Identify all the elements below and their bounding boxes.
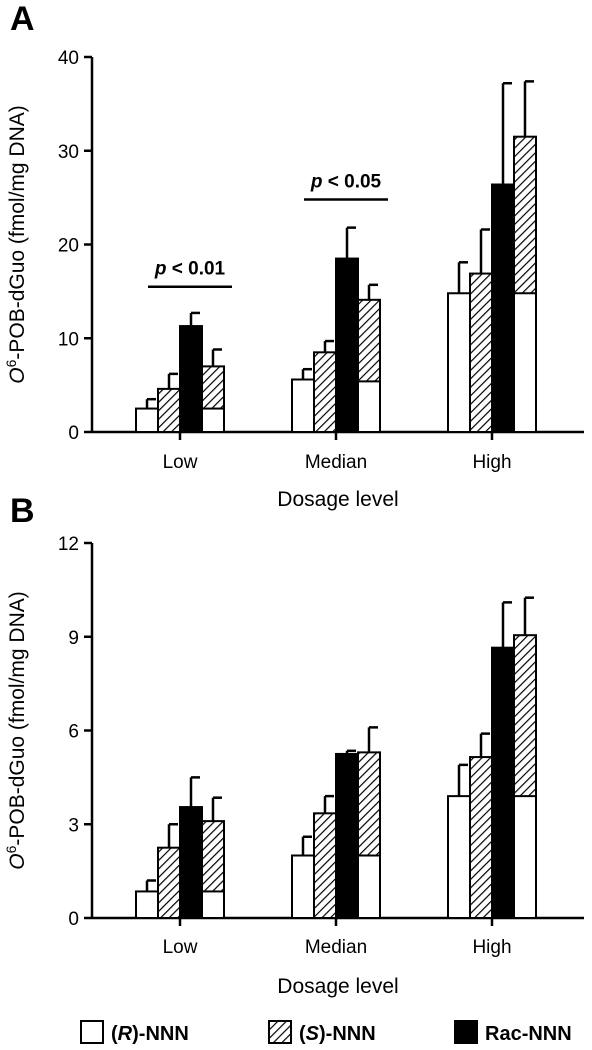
legend-label-prefix: ( [111,1023,118,1045]
significance-value: < 0.05 [322,172,381,193]
x-axis-title: Dosage level [277,488,398,511]
legend-label-rac: Rac-NNN [485,1023,572,1045]
bar [335,257,359,433]
y-tick-label: 12 [58,534,79,555]
y-tick-label: 0 [68,909,79,930]
legend-label-suffix: )-NNN [132,1023,189,1045]
bar [157,387,181,433]
x-category-label: Median [305,937,367,958]
bar [469,756,493,919]
bar [313,812,337,919]
legend-label-suffix: )-NNN [319,1023,376,1045]
x-axis-title: Dosage level [277,975,398,998]
x-category-label: High [472,452,511,473]
bar [135,890,159,919]
x-category-label: Median [305,452,367,473]
x-category-label: High [472,937,511,958]
legend-label-s: (S)-NNN [299,1023,376,1045]
bar [335,752,359,919]
bar-inner-segment [201,407,225,433]
bar [291,854,315,919]
bar [179,325,203,433]
bar [135,407,159,433]
significance-label: p < 0.01 [154,259,226,280]
y-tick-label: 20 [58,236,79,257]
y-tick-label: 6 [68,722,79,743]
bar [313,351,337,433]
significance-label: p < 0.05 [310,172,382,193]
y-tick-label: 30 [58,142,79,163]
legend-label-italic: R [118,1023,133,1045]
y-axis-title-italic: O [6,367,29,383]
legend-swatch-rac [454,1020,478,1044]
panel-letter-a: A [10,0,35,38]
y-axis-title: O6-POB-dGuo (fmol/mg DNA) [3,591,29,870]
legend-label-prefix: ( [299,1023,306,1045]
bar [291,378,315,433]
bar [157,846,181,919]
y-axis-title-rest: -POB-dGuo (fmol/mg DNA) [6,591,29,845]
significance-value: < 0.01 [166,259,225,280]
y-axis-title-sup: 6 [3,845,19,853]
bar [447,795,471,919]
y-tick-label: 10 [58,329,79,350]
x-category-label: Low [163,937,198,958]
legend: (R)-NNN (S)-NNN Rac-NNN [80,1020,572,1045]
panel-a-chart: 0 10 20 30 40 Low Median High Dosage level O6-POB… [3,48,584,511]
bar [447,292,471,433]
y-axis-title-rest: -POB-dGuo (fmol/mg DNA) [6,105,29,359]
bar-inner-segment [357,854,381,919]
legend-swatch-s [268,1020,292,1044]
legend-swatch-r [80,1020,104,1044]
legend-label-prefix: Rac-NNN [485,1023,572,1045]
legend-label-italic: S [306,1023,320,1045]
x-category-label: Low [163,452,198,473]
bar [469,272,493,433]
significance-p: p [154,259,167,280]
bar [491,183,515,433]
y-tick-label: 0 [68,423,79,444]
y-tick-label: 40 [58,48,79,69]
significance-p: p [310,172,323,193]
bar-inner-segment [513,292,537,433]
y-tick-label: 3 [68,815,79,836]
legend-label-r: (R)-NNN [111,1023,189,1045]
bar-inner-segment [513,795,537,919]
bar-inner-segment [357,380,381,433]
panel-letter-b: B [10,492,35,530]
y-axis-title-italic: O [6,853,29,869]
y-axis-title-sup: 6 [3,359,19,367]
bar [491,646,515,919]
bar [179,806,203,919]
y-axis-title: O6-POB-dGuo (fmol/mg DNA) [3,105,29,384]
bar-inner-segment [201,890,225,919]
y-tick-label: 9 [68,628,79,649]
